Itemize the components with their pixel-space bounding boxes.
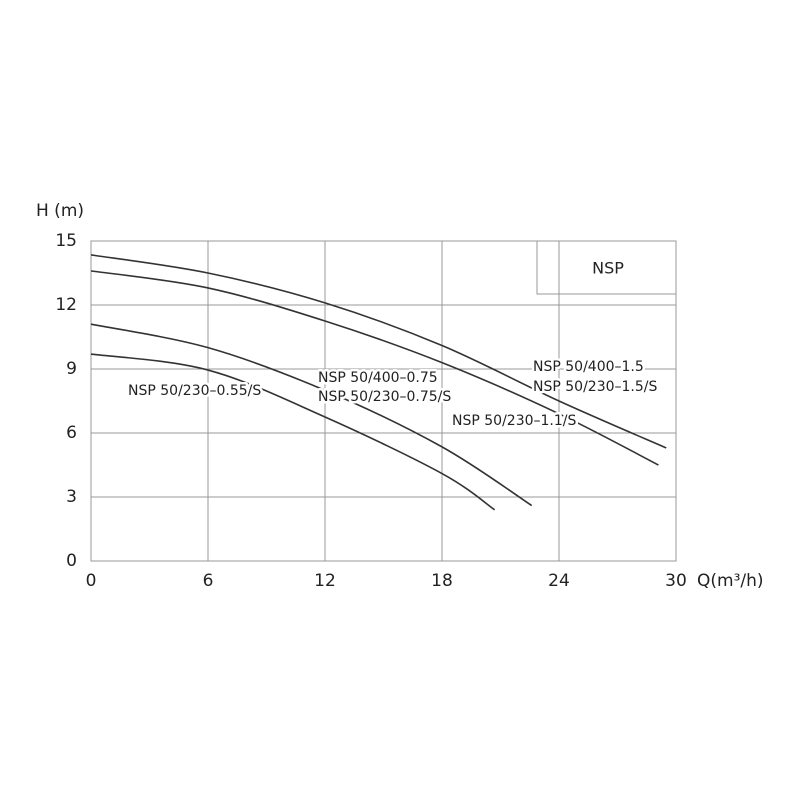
x-tick-label: 18	[431, 571, 453, 591]
x-tick-label: 6	[203, 571, 214, 591]
y-tick-label: 0	[66, 551, 77, 571]
curve	[90, 270, 659, 466]
curve-label: NSP 50/230–1.1/S	[452, 413, 576, 429]
curve-label: NSP 50/400–0.75	[318, 370, 438, 386]
y-tick-label: 3	[66, 487, 77, 507]
y-tick-label: 6	[66, 423, 77, 443]
curve	[90, 323, 533, 507]
x-tick-label: 0	[86, 571, 97, 591]
x-tick-label: 24	[548, 571, 570, 591]
x-axis-label: Q(m³/h)	[697, 571, 764, 591]
box-label: NSP	[592, 259, 624, 278]
curve	[90, 254, 667, 449]
curve-label: NSP 50/400–1.5	[533, 359, 644, 375]
y-axis-label: H (m)	[36, 201, 84, 221]
curve-label: NSP 50/230–0.75/S	[318, 389, 451, 405]
x-tick-label: 30	[665, 571, 687, 591]
plot-frame	[90, 240, 677, 562]
y-tick-label: 12	[55, 295, 77, 315]
curve-label: NSP 50/230–0.55/S	[128, 383, 261, 399]
label-box	[536, 240, 677, 295]
y-tick-label: 15	[55, 231, 77, 251]
curve-label: NSP 50/230–1.5/S	[533, 379, 657, 395]
x-tick-label: 12	[314, 571, 336, 591]
curve	[90, 353, 496, 511]
y-tick-label: 9	[66, 359, 77, 379]
